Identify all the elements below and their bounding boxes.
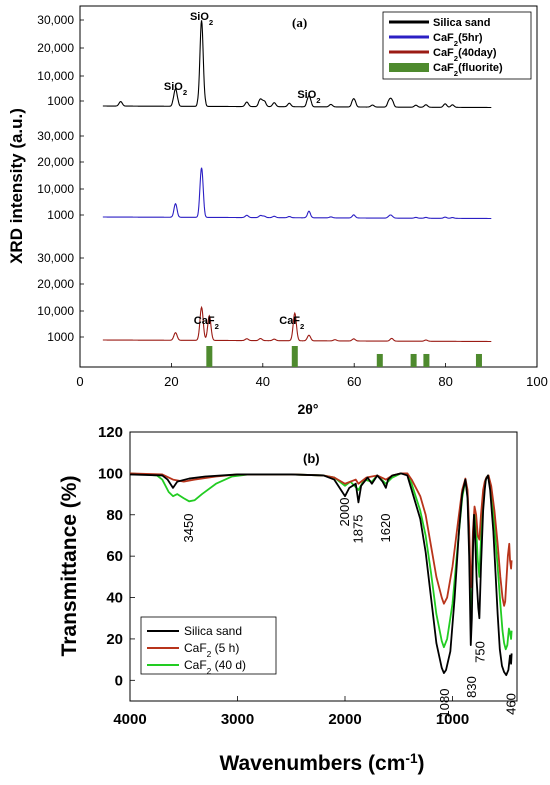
- ftir-x-ticks: 4000 3000 2000 1000: [113, 696, 469, 728]
- xrd-y-tick-label: 10,000: [37, 69, 74, 83]
- ftir-legend-label: CaF2 (40 d): [184, 658, 246, 676]
- xrd-legend-label: CaF2(fluorite): [433, 62, 503, 78]
- xrd-y-tick-label: 10,000: [37, 182, 74, 196]
- xrd-y-tick-label: 30,000: [37, 251, 74, 265]
- ftir-y-tick-label: 40: [106, 590, 123, 607]
- ftir-x-tick-label: 4000: [113, 711, 146, 728]
- ftir-band-label: 1620: [378, 514, 393, 543]
- fluorite-bar: [376, 353, 383, 367]
- ftir-band-label: 1875: [350, 515, 365, 544]
- xrd-panel-label: (a): [292, 15, 307, 30]
- xrd-x-axis-label: 2θ°: [298, 401, 319, 417]
- ftir-x-tick-label: 2000: [328, 711, 361, 728]
- ftir-legend-label: Silica sand: [184, 624, 242, 638]
- xrd-x-tick-label: 60: [347, 374, 361, 389]
- ftir-series-line: [129, 472, 513, 651]
- xrd-series-line: [102, 20, 492, 109]
- ftir-y-tick-label: 120: [98, 424, 123, 441]
- xrd-y-axis-label: XRD intensity (a.u.): [7, 108, 26, 264]
- ftir-x-tick-label: 1000: [436, 711, 469, 728]
- xrd-legend-swatch: [389, 63, 429, 72]
- fluorite-bar: [423, 353, 430, 367]
- xrd-peak-label: SiO2: [297, 89, 320, 105]
- ftir-band-label: 2000: [337, 498, 352, 527]
- ftir-band-label: 830: [464, 676, 479, 698]
- ftir-x-axis-label: Wavenumbers (cm-1): [219, 751, 424, 776]
- fluorite-bar: [206, 346, 213, 367]
- ftir-y-tick-label: 20: [106, 631, 123, 648]
- xrd-series-group: [102, 20, 492, 343]
- ftir-series-line: [129, 472, 513, 677]
- xrd-series-line: [102, 167, 492, 220]
- ftir-panel-label: (b): [303, 451, 320, 466]
- ftir-y-tick-label: 80: [106, 507, 123, 524]
- xrd-x-tick-label: 0: [76, 374, 83, 389]
- fluorite-reference-bars: [206, 346, 482, 367]
- xrd-x-tick-label: 20: [164, 374, 178, 389]
- ftir-legend-label: CaF2 (5 h): [184, 641, 239, 659]
- xrd-legend-label: Silica sand: [433, 17, 490, 29]
- ftir-plot-frame: [129, 431, 518, 702]
- ftir-legend: Silica sand CaF2 (5 h)CaF2 (40 d): [140, 616, 277, 676]
- ftir-series-group: [129, 472, 513, 677]
- ftir-x-tick-label: 3000: [221, 711, 254, 728]
- ftir-y-tick-label: 100: [98, 465, 123, 482]
- fluorite-bar: [410, 353, 417, 367]
- xrd-chart: (a) XRD intensity (a.u.) 2θ° 100010,0002…: [7, 5, 548, 417]
- ftir-y-tick-label: 60: [106, 548, 123, 565]
- ftir-band-label: 750: [472, 641, 487, 663]
- xrd-legend-label: CaF2(40day): [433, 47, 497, 63]
- xrd-peak-labels: SiO2 SiO2 SiO2 CaF2 CaF2: [164, 11, 321, 331]
- xrd-peak-label: CaF2: [194, 315, 219, 331]
- xrd-y-tick-label: 1000: [47, 208, 74, 222]
- fluorite-bar: [475, 353, 482, 367]
- xrd-y-tick-label: 1000: [47, 94, 74, 108]
- ftir-y-axis-label: Transmittance (%): [58, 476, 81, 657]
- ftir-band-label: 460: [504, 693, 519, 715]
- ftir-y-tick-label: 0: [115, 672, 123, 689]
- xrd-y-tick-label: 10,000: [37, 304, 74, 318]
- xrd-y-tick-label: 20,000: [37, 155, 74, 169]
- xrd-x-tick-label: 100: [526, 374, 548, 389]
- xrd-y-ticks: 1000 10,000 20,000 30,000 1000 10,000 20,000 30…: [37, 13, 84, 344]
- xrd-legend-label: CaF2(5hr): [433, 32, 483, 48]
- xrd-y-tick-label: 20,000: [37, 41, 74, 55]
- xrd-legend: Silica sand CaF2(5hr)CaF2(40day)CaF2(fluo…: [382, 11, 532, 80]
- fluorite-bar: [291, 346, 298, 367]
- xrd-y-tick-label: 30,000: [37, 129, 74, 143]
- ftir-chart: (b) Transmittance (%) Wavenumbers (cm-1)…: [58, 424, 519, 775]
- xrd-y-tick-label: 30,000: [37, 13, 74, 27]
- xrd-series-line: [102, 305, 492, 343]
- xrd-peak-label: SiO2: [190, 11, 213, 27]
- ftir-series-line: [129, 472, 513, 607]
- xrd-plot-frame: [79, 5, 538, 368]
- xrd-x-tick-label: 80: [438, 374, 452, 389]
- xrd-x-ticks: 0 20 40 60 80 100: [76, 363, 548, 389]
- ftir-y-ticks: 0 20 40 60 80 100 120: [98, 424, 135, 689]
- xrd-peak-label: SiO2: [164, 81, 187, 97]
- xrd-y-tick-label: 20,000: [37, 277, 74, 291]
- ftir-band-label: 3450: [181, 514, 196, 543]
- xrd-peak-label: CaF2: [279, 315, 304, 331]
- ftir-band-label: 1080: [437, 689, 452, 718]
- xrd-y-tick-label: 1000: [47, 330, 74, 344]
- xrd-x-tick-label: 40: [256, 374, 270, 389]
